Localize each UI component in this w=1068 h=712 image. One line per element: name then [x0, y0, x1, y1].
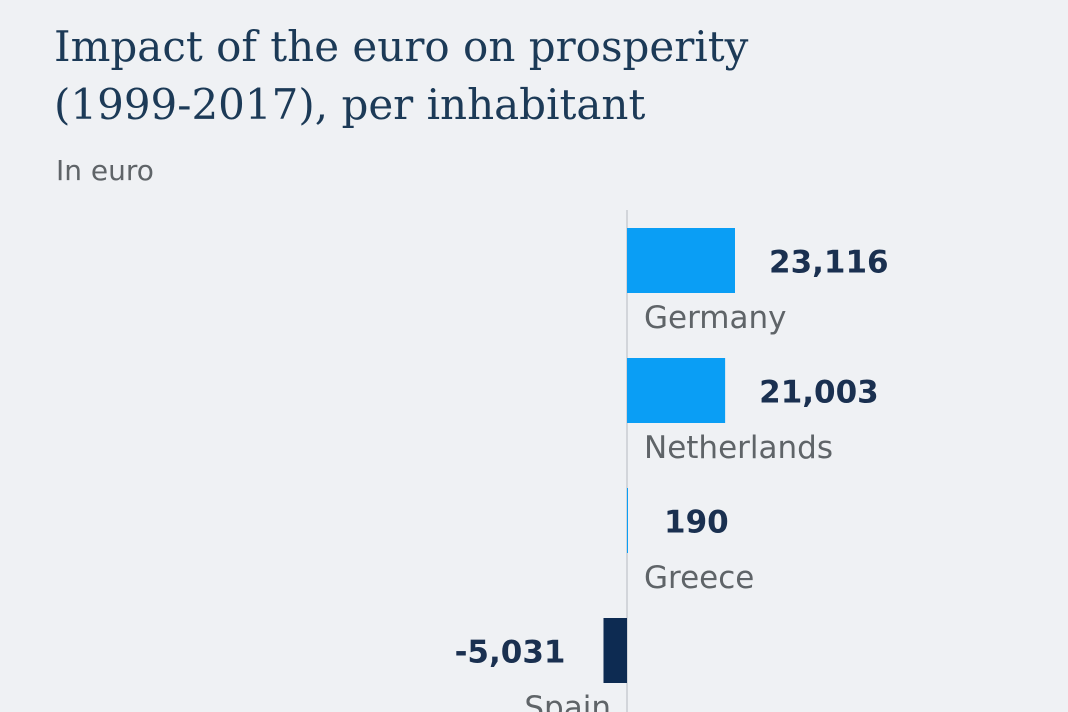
value-label-germany: 23,116 — [769, 245, 889, 281]
bar-germany — [627, 228, 735, 293]
value-label-greece: 190 — [664, 505, 729, 541]
category-label-greece: Greece — [644, 560, 754, 596]
chart-title: Impact of the euro on prosperity (1999-20… — [54, 18, 748, 134]
value-label-spain: -5,031 — [455, 635, 566, 671]
bar-spain — [603, 618, 627, 683]
category-label-netherlands: Netherlands — [644, 430, 833, 466]
category-label-spain: Spain — [524, 690, 611, 712]
title-line-1: Impact of the euro on prosperity — [54, 22, 749, 71]
value-label-netherlands: 21,003 — [759, 375, 879, 411]
title-line-2: (1999-2017), per inhabitant — [54, 80, 646, 129]
bar-netherlands — [627, 358, 726, 423]
category-label-germany: Germany — [644, 300, 786, 336]
bar-greece — [627, 488, 628, 553]
chart-subtitle: In euro — [56, 154, 154, 187]
